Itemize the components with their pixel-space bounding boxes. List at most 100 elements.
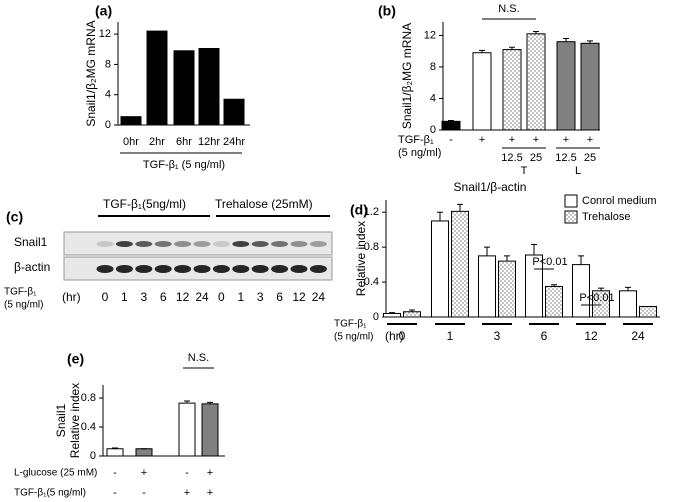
treatment-label: TGF-β₁(5ng/ml) (103, 197, 186, 211)
y-tick-label: 4 (430, 92, 436, 104)
bar (198, 48, 220, 126)
x-tick-label: 24 (631, 329, 645, 343)
bar (135, 448, 153, 457)
blot-band (271, 241, 289, 247)
lane-label: 1 (121, 290, 128, 304)
bar (120, 116, 142, 126)
blot-band (309, 265, 327, 273)
condition-value: + (533, 134, 539, 146)
row-label: Snail1 (14, 235, 48, 249)
legend-swatch (564, 194, 578, 208)
error-bar (563, 38, 569, 42)
lane-label: 6 (160, 290, 167, 304)
error-bar (533, 30, 539, 34)
error-bar (484, 246, 490, 256)
blot-band (309, 241, 327, 247)
x-tick-label: 24hr (223, 136, 245, 148)
error-bar (409, 309, 415, 312)
x-axis-label: TGF-β₁ (5 ng/ml) (143, 159, 225, 171)
bar (526, 33, 546, 131)
lane-label: 12 (292, 290, 306, 304)
error-bar (598, 287, 604, 291)
error-bar (551, 284, 557, 287)
error-bar (509, 46, 515, 50)
panel-label: (d) (350, 202, 368, 218)
bar (580, 42, 600, 131)
condition-value: - (142, 487, 146, 499)
y-tick-label: 1.2 (364, 206, 379, 218)
condition-value: + (141, 467, 147, 479)
blot-band (154, 265, 172, 273)
x-tick-label: 3 (494, 329, 501, 343)
y-tick-label: 0 (430, 124, 436, 136)
blot-band (212, 241, 230, 247)
y-tick-label: 0.8 (364, 241, 379, 253)
blot-band (290, 241, 308, 247)
legend-swatch (564, 210, 578, 224)
group-label: T (521, 165, 528, 177)
lane-label: 6 (276, 290, 283, 304)
condition-value: + (479, 134, 485, 146)
blot-band (96, 241, 114, 247)
blot-band (96, 265, 114, 273)
blot-band (232, 265, 250, 273)
bar (545, 285, 563, 318)
x-tick-label: 12hr (198, 136, 220, 148)
annotation: P<0.01 (532, 256, 567, 268)
blot-band (212, 265, 230, 273)
lane-label: 0 (218, 290, 225, 304)
y-tick-label: 0 (105, 119, 111, 131)
panel-label: (a) (95, 3, 112, 19)
x-tick-label: 2hr (149, 136, 165, 148)
x-tick-label: 0hr (123, 136, 139, 148)
condition-label: TGF-β₁ (334, 319, 367, 330)
bar (619, 290, 637, 318)
bar (639, 306, 657, 318)
error-bar (389, 312, 395, 314)
dose-label: 25 (584, 152, 596, 164)
y-tick-label: 0 (373, 311, 379, 323)
error-bar (207, 401, 213, 404)
error-bar (112, 447, 118, 449)
blot-band (174, 265, 192, 273)
bar (146, 30, 168, 126)
bar (556, 41, 576, 131)
error-bar (587, 40, 593, 44)
error-bar (531, 244, 537, 256)
y-axis-label: Relative index (354, 221, 368, 296)
y-axis-label: Snail1/β₂MG mRNA (400, 23, 414, 129)
condition-value: + (509, 134, 515, 146)
y-tick-label: 12 (424, 29, 436, 41)
blot-band (115, 265, 133, 273)
condition-label: L-glucose (25 mM) (14, 468, 97, 479)
row-label: β-actin (14, 260, 50, 274)
condition-value: + (184, 487, 190, 499)
x-tick-label: 0 (399, 329, 406, 343)
bar (403, 311, 421, 318)
bar (441, 120, 461, 131)
y-tick-label: 0.4 (364, 276, 379, 288)
lane-label: 3 (257, 290, 264, 304)
error-bar (504, 255, 510, 262)
blot-band (135, 265, 153, 273)
condition-value: + (207, 487, 213, 499)
condition-label: TGF-β₁ (4, 287, 37, 298)
bar (383, 313, 401, 318)
y-tick-label: 8 (430, 61, 436, 73)
condition-value: + (587, 134, 593, 146)
bar (572, 264, 590, 318)
dose-label: 12.5 (555, 152, 576, 164)
condition-value: - (185, 467, 189, 479)
annotation: P<0.01 (579, 292, 614, 304)
condition-value: + (563, 134, 569, 146)
bar (478, 255, 496, 318)
error-bar (457, 203, 463, 212)
treatment-label: Trehalose (25mM) (215, 197, 313, 211)
condition-label: TGF-β₁(5 ng/ml) (14, 488, 86, 499)
lane-label: 3 (140, 290, 147, 304)
panel-label: (e) (67, 351, 84, 367)
bar (431, 220, 449, 318)
error-bar (184, 400, 190, 404)
condition-label: TGF-β₁ (398, 134, 434, 146)
blot-band (232, 241, 250, 247)
